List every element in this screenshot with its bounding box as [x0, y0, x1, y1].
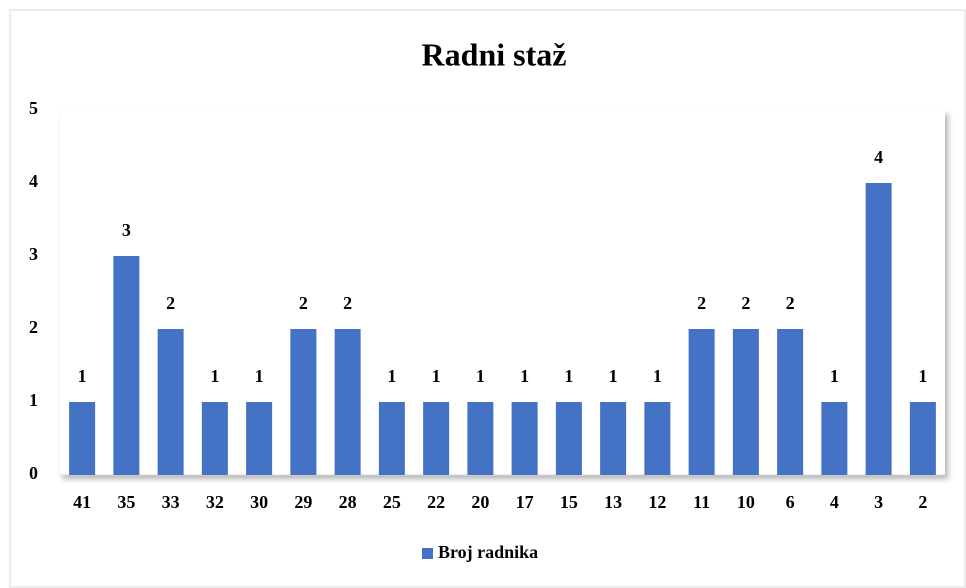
- data-label: 2: [741, 293, 750, 313]
- bar: [113, 256, 140, 475]
- bar: [732, 329, 759, 475]
- bar: [511, 402, 538, 475]
- bar: [777, 329, 804, 475]
- y-tick-label: 0: [29, 463, 38, 483]
- bar: [865, 183, 892, 475]
- data-label: 1: [564, 366, 573, 386]
- legend-swatch: [422, 548, 433, 559]
- y-tick-label: 1: [29, 390, 38, 410]
- data-label: 1: [653, 366, 662, 386]
- data-label: 1: [609, 366, 618, 386]
- plot-area: [60, 110, 945, 475]
- legend-label: Broj radnika: [438, 542, 538, 562]
- bar: [378, 402, 405, 475]
- chart-title: Radni staž: [422, 36, 567, 72]
- x-tick-label: 41: [73, 492, 91, 512]
- bar: [909, 402, 936, 475]
- x-tick-label: 33: [162, 492, 180, 512]
- y-tick-label: 4: [29, 171, 38, 191]
- x-tick-label: 22: [427, 492, 445, 512]
- y-tick-label: 5: [29, 98, 38, 118]
- data-label: 1: [432, 366, 441, 386]
- x-tick-label: 32: [206, 492, 224, 512]
- x-tick-label: 12: [648, 492, 666, 512]
- bar: [423, 402, 450, 475]
- data-label: 2: [343, 293, 352, 313]
- x-tick-label: 4: [830, 492, 839, 512]
- bar: [688, 329, 715, 475]
- data-label: 1: [78, 366, 87, 386]
- bar: [334, 329, 361, 475]
- data-label: 1: [830, 366, 839, 386]
- x-tick-label: 28: [339, 492, 357, 512]
- data-label: 2: [786, 293, 795, 313]
- data-label: 3: [122, 220, 131, 240]
- x-tick-label: 2: [918, 492, 927, 512]
- bar: [644, 402, 671, 475]
- y-tick-label: 3: [29, 244, 38, 264]
- x-tick-label: 15: [560, 492, 578, 512]
- y-tick-label: 2: [29, 317, 38, 337]
- bar: [555, 402, 582, 475]
- bar: [290, 329, 317, 475]
- x-tick-label: 6: [786, 492, 795, 512]
- data-label: 2: [166, 293, 175, 313]
- x-tick-label: 11: [693, 492, 710, 512]
- data-label: 1: [387, 366, 396, 386]
- x-tick-label: 29: [294, 492, 312, 512]
- data-label: 2: [697, 293, 706, 313]
- x-tick-label: 3: [874, 492, 883, 512]
- data-label: 1: [918, 366, 927, 386]
- bar: [201, 402, 228, 475]
- data-label: 1: [210, 366, 219, 386]
- data-label: 1: [476, 366, 485, 386]
- bar: [467, 402, 494, 475]
- data-label: 4: [874, 147, 883, 167]
- bar: [157, 329, 184, 475]
- x-tick-label: 20: [471, 492, 489, 512]
- x-tick-label: 13: [604, 492, 622, 512]
- x-tick-label: 30: [250, 492, 268, 512]
- bar: [821, 402, 848, 475]
- bar: [246, 402, 273, 475]
- x-tick-label: 25: [383, 492, 401, 512]
- bar: [600, 402, 627, 475]
- bar: [69, 402, 96, 475]
- x-tick-label: 17: [516, 492, 534, 512]
- x-tick-label: 10: [737, 492, 755, 512]
- x-tick-label: 35: [117, 492, 135, 512]
- data-label: 2: [299, 293, 308, 313]
- data-label: 1: [520, 366, 529, 386]
- data-label: 1: [255, 366, 264, 386]
